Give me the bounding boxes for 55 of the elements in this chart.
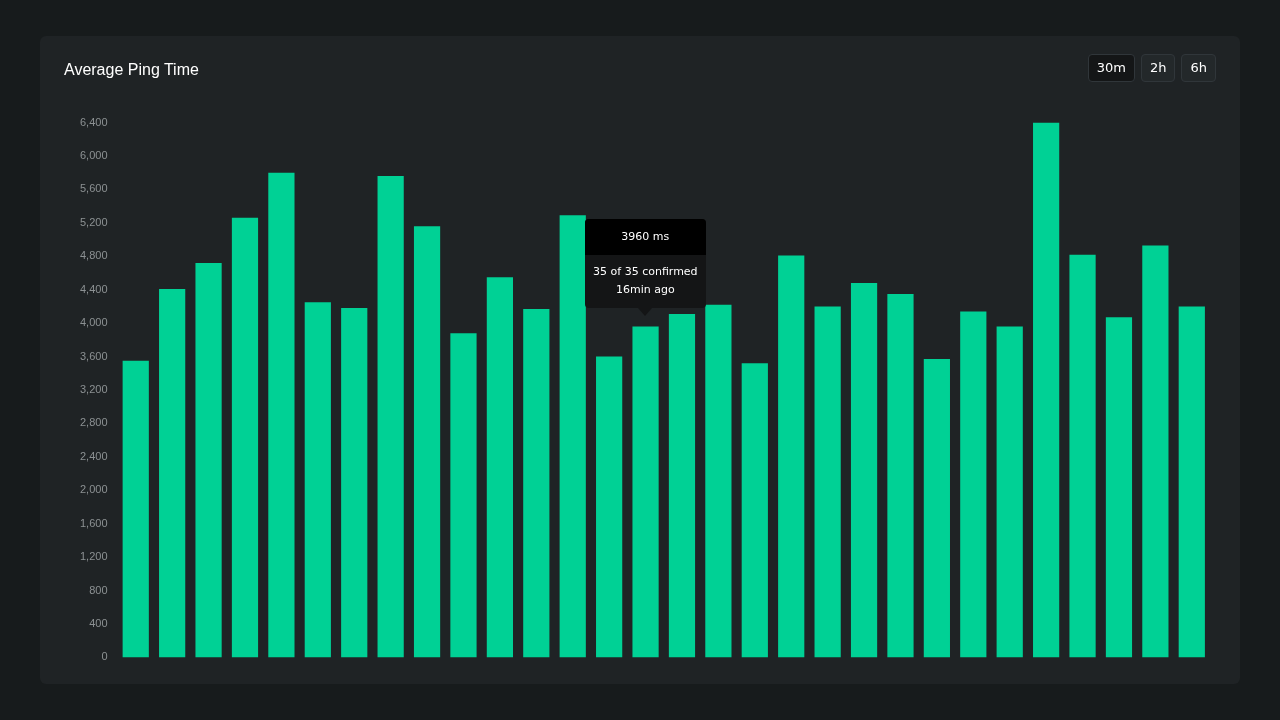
y-tick-label: 6,000 <box>80 149 108 162</box>
bar <box>341 308 368 658</box>
bar <box>1105 317 1133 658</box>
bar <box>268 172 295 658</box>
time-range-button: 2h <box>1140 54 1176 82</box>
bar <box>596 356 623 658</box>
y-tick-label: 6,400 <box>80 115 108 128</box>
bar <box>632 326 659 658</box>
y-tick-label: 4,800 <box>80 249 108 262</box>
y-tick-label: 2,400 <box>80 449 108 462</box>
bar <box>778 255 805 658</box>
bar <box>741 363 768 658</box>
bar <box>122 360 149 658</box>
bar <box>559 215 586 658</box>
bar <box>1069 254 1096 658</box>
bar <box>923 359 950 658</box>
bar <box>814 306 841 658</box>
y-tick-label: 2,000 <box>80 483 108 496</box>
bar <box>1178 306 1205 658</box>
bar <box>1033 122 1060 658</box>
bar <box>850 283 878 658</box>
y-tick-label: 3,600 <box>80 349 108 362</box>
bar <box>1142 245 1169 658</box>
y-tick-label: 5,200 <box>80 215 108 228</box>
bar <box>413 226 441 658</box>
chart-title: Average Ping Time <box>64 60 199 80</box>
bar <box>960 311 987 658</box>
y-tick-label: 4,400 <box>80 282 108 295</box>
bar <box>523 308 550 658</box>
bar <box>450 333 477 658</box>
y-tick-label: 4,000 <box>80 316 108 329</box>
bar <box>304 302 331 658</box>
y-tick-label: 5,600 <box>80 182 108 195</box>
y-tick-label: 800 <box>89 583 108 596</box>
bar <box>887 293 914 658</box>
bar <box>195 262 222 658</box>
y-tick-label: 3,200 <box>80 383 108 396</box>
y-tick-label: 1,600 <box>80 516 108 529</box>
bar <box>377 176 404 658</box>
bar <box>231 217 259 658</box>
y-tick-label: 400 <box>89 617 108 630</box>
tooltip: 3960 ms 35 of 35 confirmed 16min ago <box>585 219 706 317</box>
y-tick-label: 0 <box>101 650 108 663</box>
time-range-button: 30m <box>1087 54 1135 82</box>
bar <box>159 288 186 658</box>
bar <box>668 313 696 658</box>
bar <box>705 304 732 658</box>
annotation: 35 of 35 confirmed <box>593 264 698 281</box>
time-range-button: 6h <box>1181 54 1216 82</box>
y-tick-label: 1,200 <box>80 550 108 563</box>
annotation: 16min ago <box>614 282 676 299</box>
y-tick-label: 2,800 <box>80 416 108 429</box>
bar <box>486 277 513 658</box>
annotation: 3960 ms <box>621 230 670 244</box>
bar <box>996 326 1023 658</box>
